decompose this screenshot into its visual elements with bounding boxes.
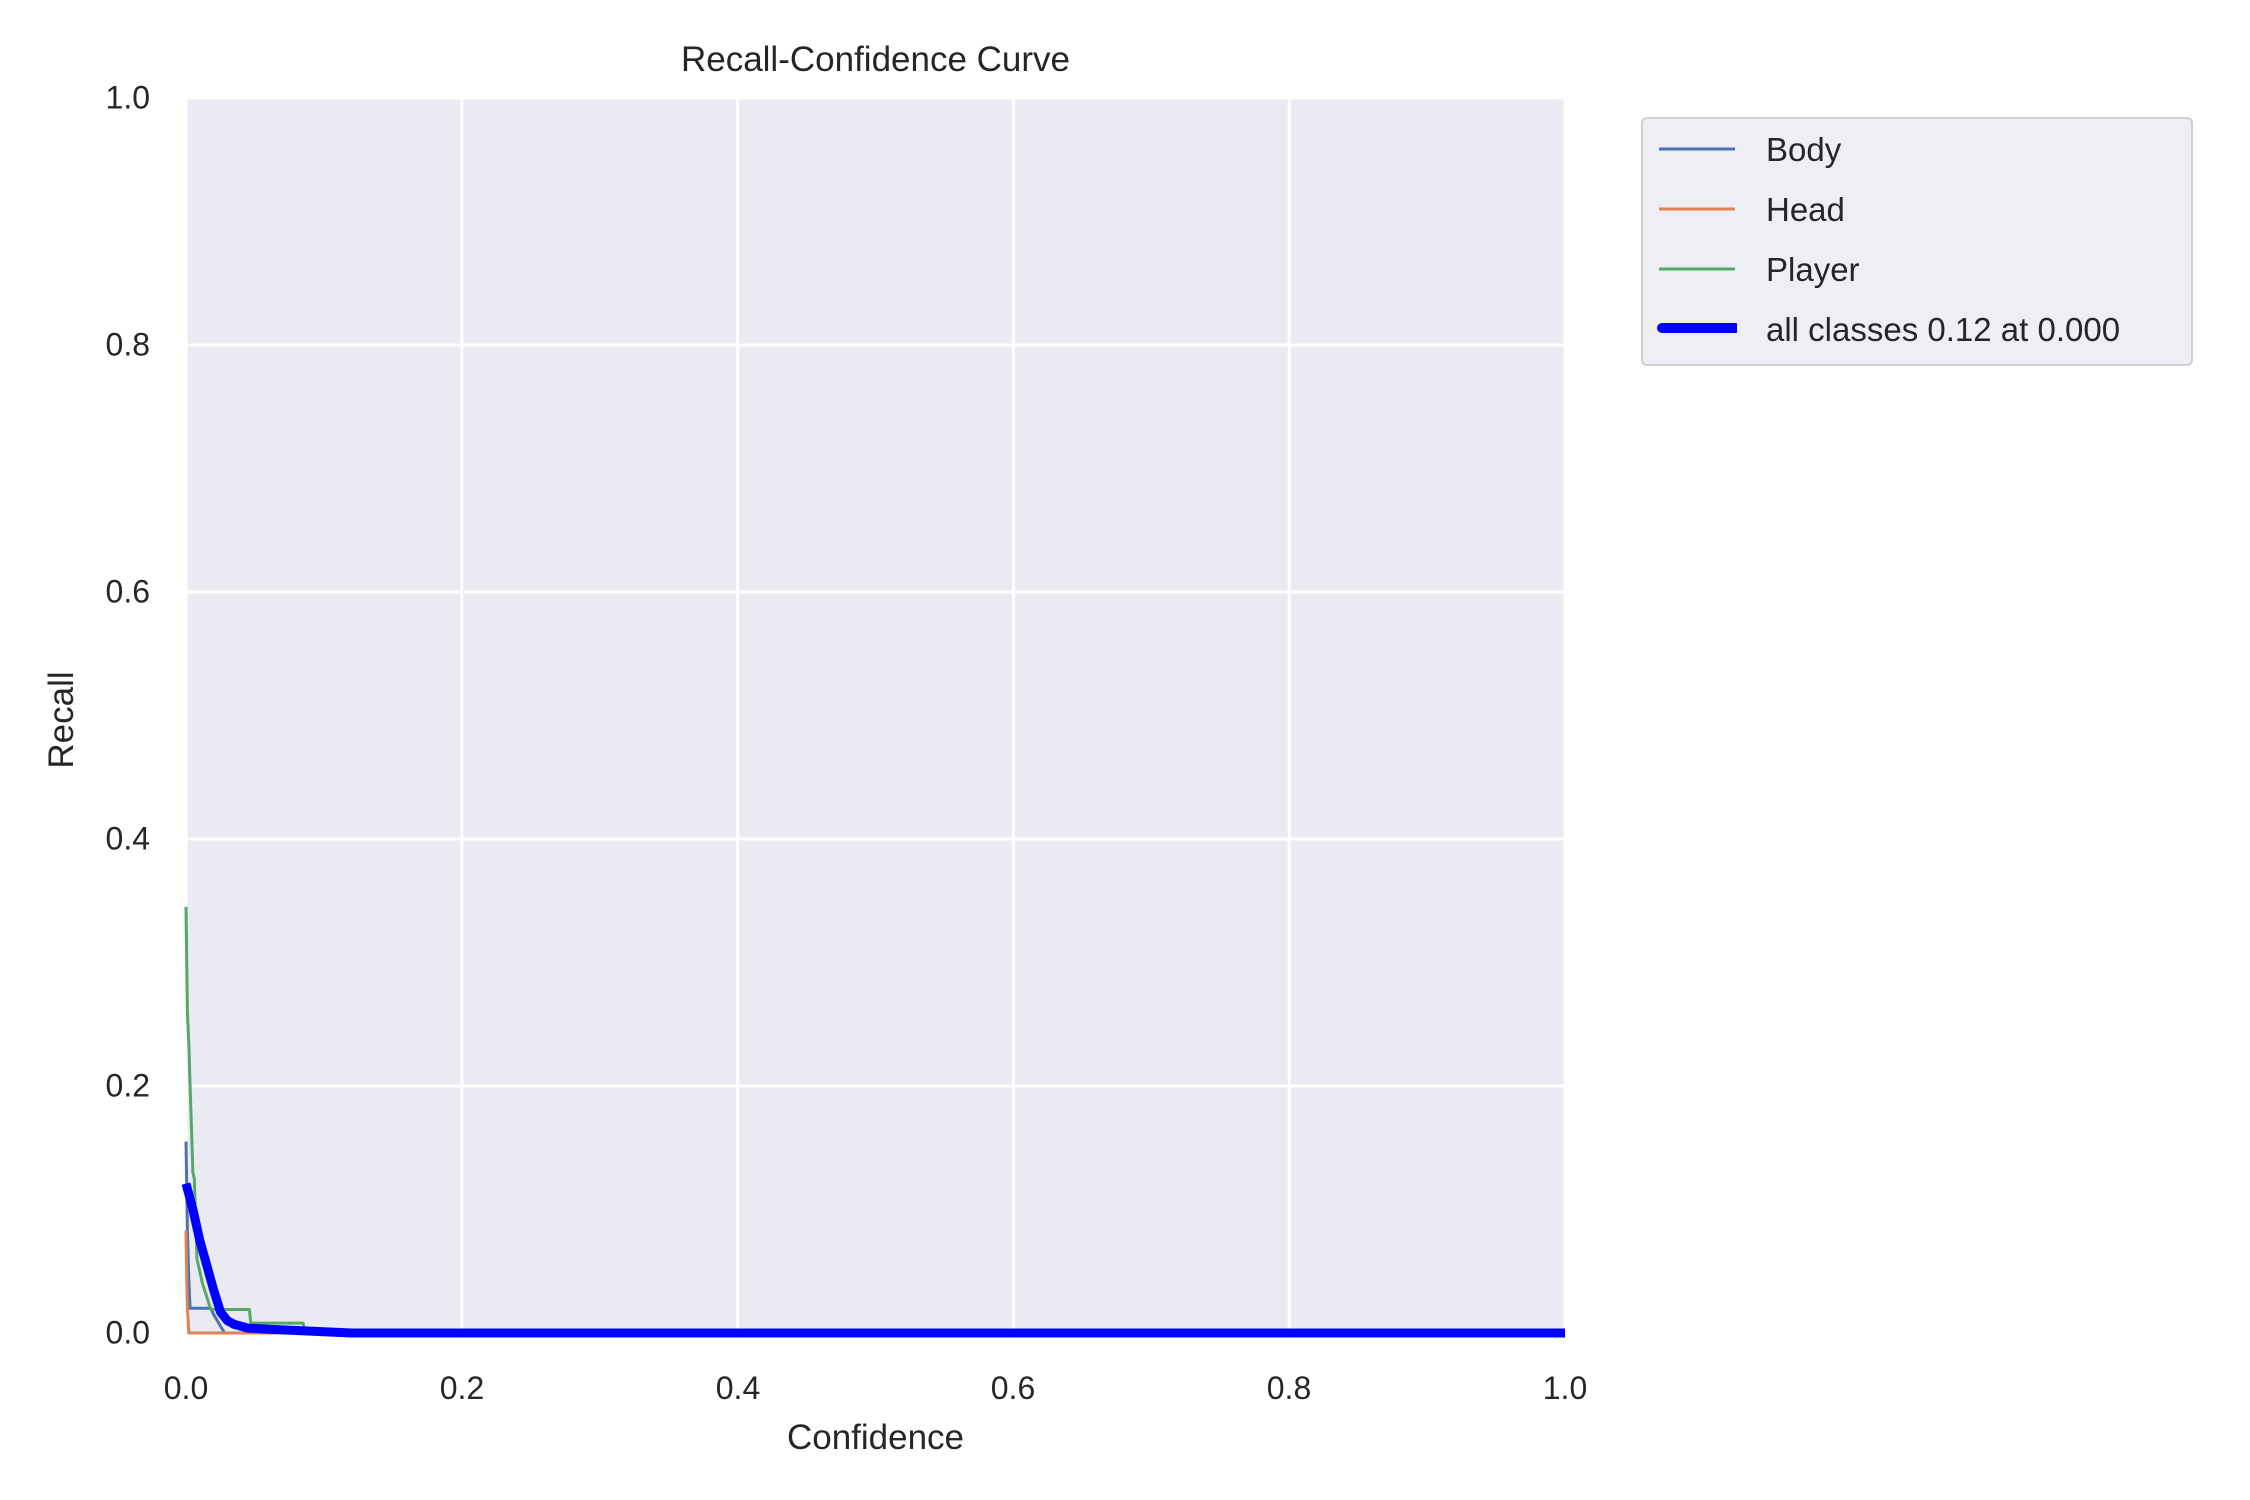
x-axis-label: Confidence bbox=[786, 1418, 965, 1457]
legend-label: Head bbox=[1766, 191, 1845, 228]
series-line-player bbox=[184, 906, 1565, 1335]
line-swatch-icon bbox=[1659, 147, 1735, 151]
chart-title: Recall-Confidence Curve bbox=[680, 40, 1071, 79]
x-tick: 0.2 bbox=[439, 1370, 485, 1406]
plot-background bbox=[186, 98, 1565, 1333]
legend-label: Body bbox=[1766, 131, 1842, 168]
x-tick: 0.8 bbox=[1266, 1370, 1312, 1406]
legend-label: Player bbox=[1766, 251, 1860, 288]
legend-label: all classes 0.12 at 0.000 bbox=[1766, 311, 2121, 348]
line-swatch-icon bbox=[1657, 323, 1737, 333]
x-tick: 0.6 bbox=[990, 1370, 1036, 1406]
gridlines bbox=[184, 96, 1567, 1335]
y-tick: 0.4 bbox=[105, 820, 150, 857]
legend: Body Head Player all classes 0.12 at 0.0… bbox=[1641, 117, 2193, 366]
line-swatch-icon bbox=[1659, 267, 1735, 271]
x-tick: 1.0 bbox=[1542, 1370, 1588, 1406]
y-tick: 0.0 bbox=[105, 1314, 150, 1351]
line-swatch-icon bbox=[1659, 207, 1735, 211]
y-tick: 0.8 bbox=[105, 326, 150, 363]
x-tick: 0.0 bbox=[163, 1370, 209, 1406]
series-lines bbox=[181, 906, 1565, 1338]
y-tick: 0.6 bbox=[105, 573, 150, 610]
x-tick: 0.4 bbox=[715, 1370, 761, 1406]
series-line-all bbox=[181, 1182, 1565, 1338]
y-tick: 1.0 bbox=[105, 79, 150, 116]
y-tick: 0.2 bbox=[105, 1067, 150, 1104]
